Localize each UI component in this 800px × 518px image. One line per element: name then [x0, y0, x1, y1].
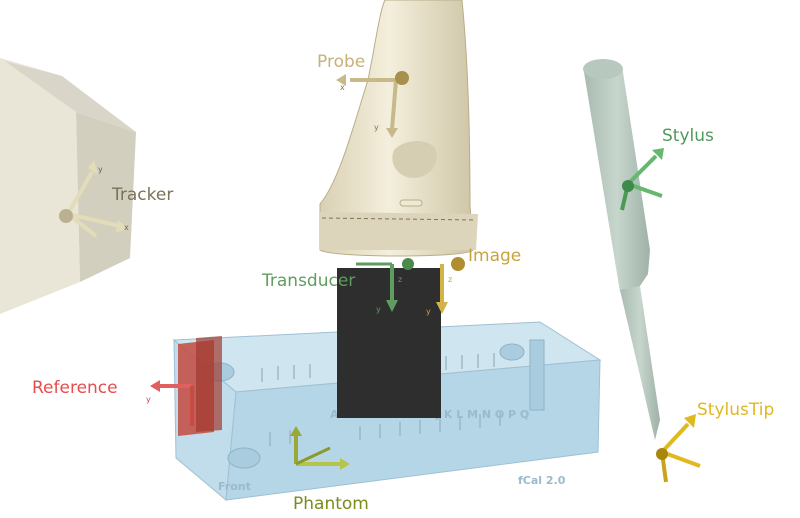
stylus-axes: [620, 148, 664, 211]
phantom-axes: [290, 426, 350, 470]
phantom-brand-text: fCal 2.0: [518, 474, 566, 487]
tracker-axes: y x: [59, 160, 129, 238]
tracker-y-axis-label: y: [98, 165, 103, 174]
reference-axes: y: [146, 380, 194, 426]
tracker-x-axis-label: x: [124, 223, 129, 232]
stylus-tip-label: StylusTip: [697, 400, 774, 420]
transducer-axes: z y: [356, 258, 414, 314]
reference-model[interactable]: [178, 336, 222, 436]
stylus-label: Stylus: [662, 126, 714, 146]
image-label: Image: [468, 246, 521, 266]
image-axes: z y: [426, 257, 465, 316]
image-z-axis-label: z: [448, 275, 452, 284]
probe-label: Probe: [317, 52, 365, 72]
stylus-model[interactable]: [583, 59, 660, 440]
probe-y-axis-label: y: [374, 123, 379, 132]
image-y-axis-label: y: [426, 307, 431, 316]
transducer-label: Transducer: [261, 271, 355, 291]
probe-axes: x y: [336, 71, 409, 138]
phantom-front-text: Front: [218, 480, 251, 493]
ultrasound-image-plane[interactable]: [337, 268, 441, 418]
reference-label: Reference: [32, 378, 118, 398]
tracker-model[interactable]: [0, 58, 136, 314]
transducer-z-axis-label: z: [398, 275, 402, 284]
tracker-label: Tracker: [111, 185, 173, 205]
stylus-tip-axes: [656, 414, 701, 483]
phantom-label: Phantom: [293, 494, 369, 514]
probe-model[interactable]: [319, 0, 478, 257]
reference-y-axis-label: y: [146, 395, 151, 404]
probe-x-axis-label: x: [340, 83, 345, 92]
transducer-y-axis-label: y: [376, 305, 381, 314]
